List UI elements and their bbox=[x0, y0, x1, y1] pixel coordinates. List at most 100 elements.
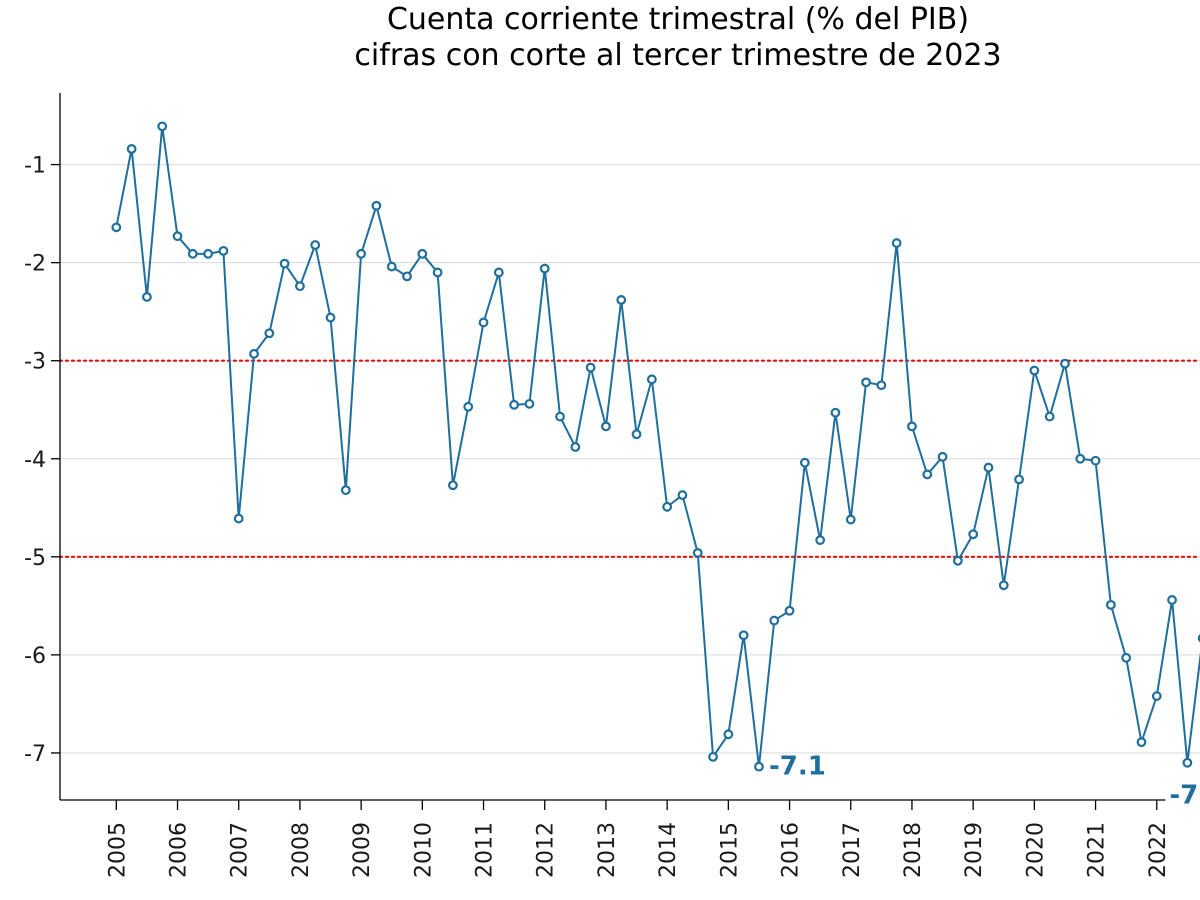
data-point bbox=[861, 377, 871, 388]
data-point bbox=[417, 248, 428, 259]
data-point bbox=[1136, 737, 1147, 748]
x-tick-label: 2011 bbox=[473, 822, 498, 878]
data-point bbox=[646, 374, 657, 385]
x-tick-label: 2008 bbox=[289, 822, 314, 878]
y-tick-label: -1 bbox=[24, 154, 46, 179]
chart-title-block: Cuenta corriente trimestral (% del PIB) … bbox=[0, 2, 1200, 74]
data-point bbox=[708, 751, 718, 762]
data-point bbox=[249, 348, 259, 359]
data-point bbox=[784, 605, 795, 616]
data-point bbox=[493, 267, 504, 278]
x-tick-label: 2019 bbox=[962, 822, 987, 878]
data-point bbox=[1044, 411, 1055, 422]
data-point bbox=[478, 317, 489, 328]
data-point bbox=[187, 248, 198, 259]
data-point bbox=[983, 462, 994, 473]
data-point bbox=[203, 248, 214, 259]
data-label: -7.1 bbox=[769, 752, 826, 782]
data-point bbox=[754, 761, 764, 772]
x-tick-label: 2016 bbox=[779, 822, 804, 878]
data-point bbox=[631, 429, 642, 440]
data-point bbox=[876, 380, 887, 391]
data-point bbox=[1105, 599, 1116, 610]
data-point bbox=[1029, 365, 1040, 376]
data-point bbox=[218, 245, 229, 256]
data-point bbox=[1151, 691, 1162, 701]
data-point bbox=[386, 261, 397, 272]
x-tick-label: 2017 bbox=[840, 822, 865, 878]
data-point bbox=[111, 222, 122, 233]
y-tick-label: -2 bbox=[24, 252, 46, 277]
data-point bbox=[402, 271, 412, 282]
data-point bbox=[371, 200, 382, 211]
data-point bbox=[937, 451, 948, 462]
data-point bbox=[1121, 652, 1132, 663]
x-tick-label: 2006 bbox=[167, 822, 192, 878]
x-tick-label: 2021 bbox=[1085, 822, 1110, 878]
data-label: -7.1 bbox=[1169, 781, 1200, 811]
data-point bbox=[295, 281, 305, 292]
data-point bbox=[1060, 358, 1070, 369]
data-point bbox=[310, 240, 321, 250]
data-point bbox=[524, 398, 535, 409]
data-point bbox=[509, 399, 520, 410]
data-point bbox=[677, 490, 688, 500]
data-point bbox=[1075, 453, 1086, 464]
data-point bbox=[922, 469, 933, 480]
x-tick-label: 2013 bbox=[595, 822, 620, 878]
y-tick-label: -7 bbox=[24, 742, 46, 767]
data-point bbox=[616, 295, 627, 305]
y-tick-label: -6 bbox=[24, 644, 46, 669]
data-point bbox=[907, 421, 917, 432]
data-point bbox=[539, 263, 550, 274]
data-point bbox=[815, 535, 826, 546]
data-point bbox=[432, 267, 443, 278]
data-point bbox=[845, 514, 856, 525]
data-point bbox=[830, 407, 841, 418]
y-tick-label: -4 bbox=[24, 448, 46, 473]
data-point bbox=[585, 362, 596, 373]
data-point bbox=[1167, 595, 1177, 605]
chart-subtitle: cifras con corte al tercer trimestre de … bbox=[354, 38, 1002, 73]
data-point bbox=[998, 580, 1009, 591]
data-point bbox=[279, 258, 290, 269]
series-line bbox=[115, 126, 1200, 767]
data-point bbox=[738, 630, 749, 641]
x-tick-label: 2005 bbox=[105, 822, 130, 878]
data-point bbox=[692, 547, 703, 558]
data-point bbox=[142, 292, 152, 302]
data-point bbox=[463, 401, 474, 412]
x-tick-label: 2022 bbox=[1146, 822, 1171, 878]
data-point bbox=[723, 729, 734, 740]
x-tick-label: 2018 bbox=[901, 822, 926, 878]
data-point bbox=[769, 615, 780, 626]
data-label-background bbox=[1165, 776, 1200, 811]
x-tick-label: 2015 bbox=[717, 822, 742, 878]
x-tick-label: 2009 bbox=[350, 822, 375, 878]
data-point bbox=[448, 480, 458, 491]
data-point bbox=[1182, 757, 1193, 768]
data-point bbox=[799, 457, 810, 468]
data-point bbox=[172, 231, 183, 242]
data-point bbox=[340, 485, 351, 496]
y-tick-label: -5 bbox=[24, 546, 46, 571]
data-point bbox=[662, 501, 673, 512]
x-tick-label: 2007 bbox=[228, 822, 253, 878]
x-tick-label: 2014 bbox=[656, 822, 681, 878]
data-point bbox=[968, 529, 979, 540]
y-tick-label: -3 bbox=[24, 350, 46, 375]
data-point bbox=[601, 421, 611, 432]
x-tick-label: 2010 bbox=[411, 822, 436, 878]
data-point bbox=[157, 121, 168, 132]
x-tick-label: 2020 bbox=[1023, 822, 1048, 878]
x-tick-label: 2012 bbox=[534, 822, 559, 878]
data-point bbox=[555, 411, 565, 422]
data-point bbox=[952, 555, 963, 566]
data-point bbox=[126, 143, 137, 154]
chart-title: Cuenta corriente trimestral (% del PIB) bbox=[386, 2, 970, 37]
data-point bbox=[570, 442, 581, 452]
data-point bbox=[1014, 474, 1024, 485]
data-point bbox=[233, 513, 244, 524]
data-point bbox=[1090, 455, 1101, 466]
